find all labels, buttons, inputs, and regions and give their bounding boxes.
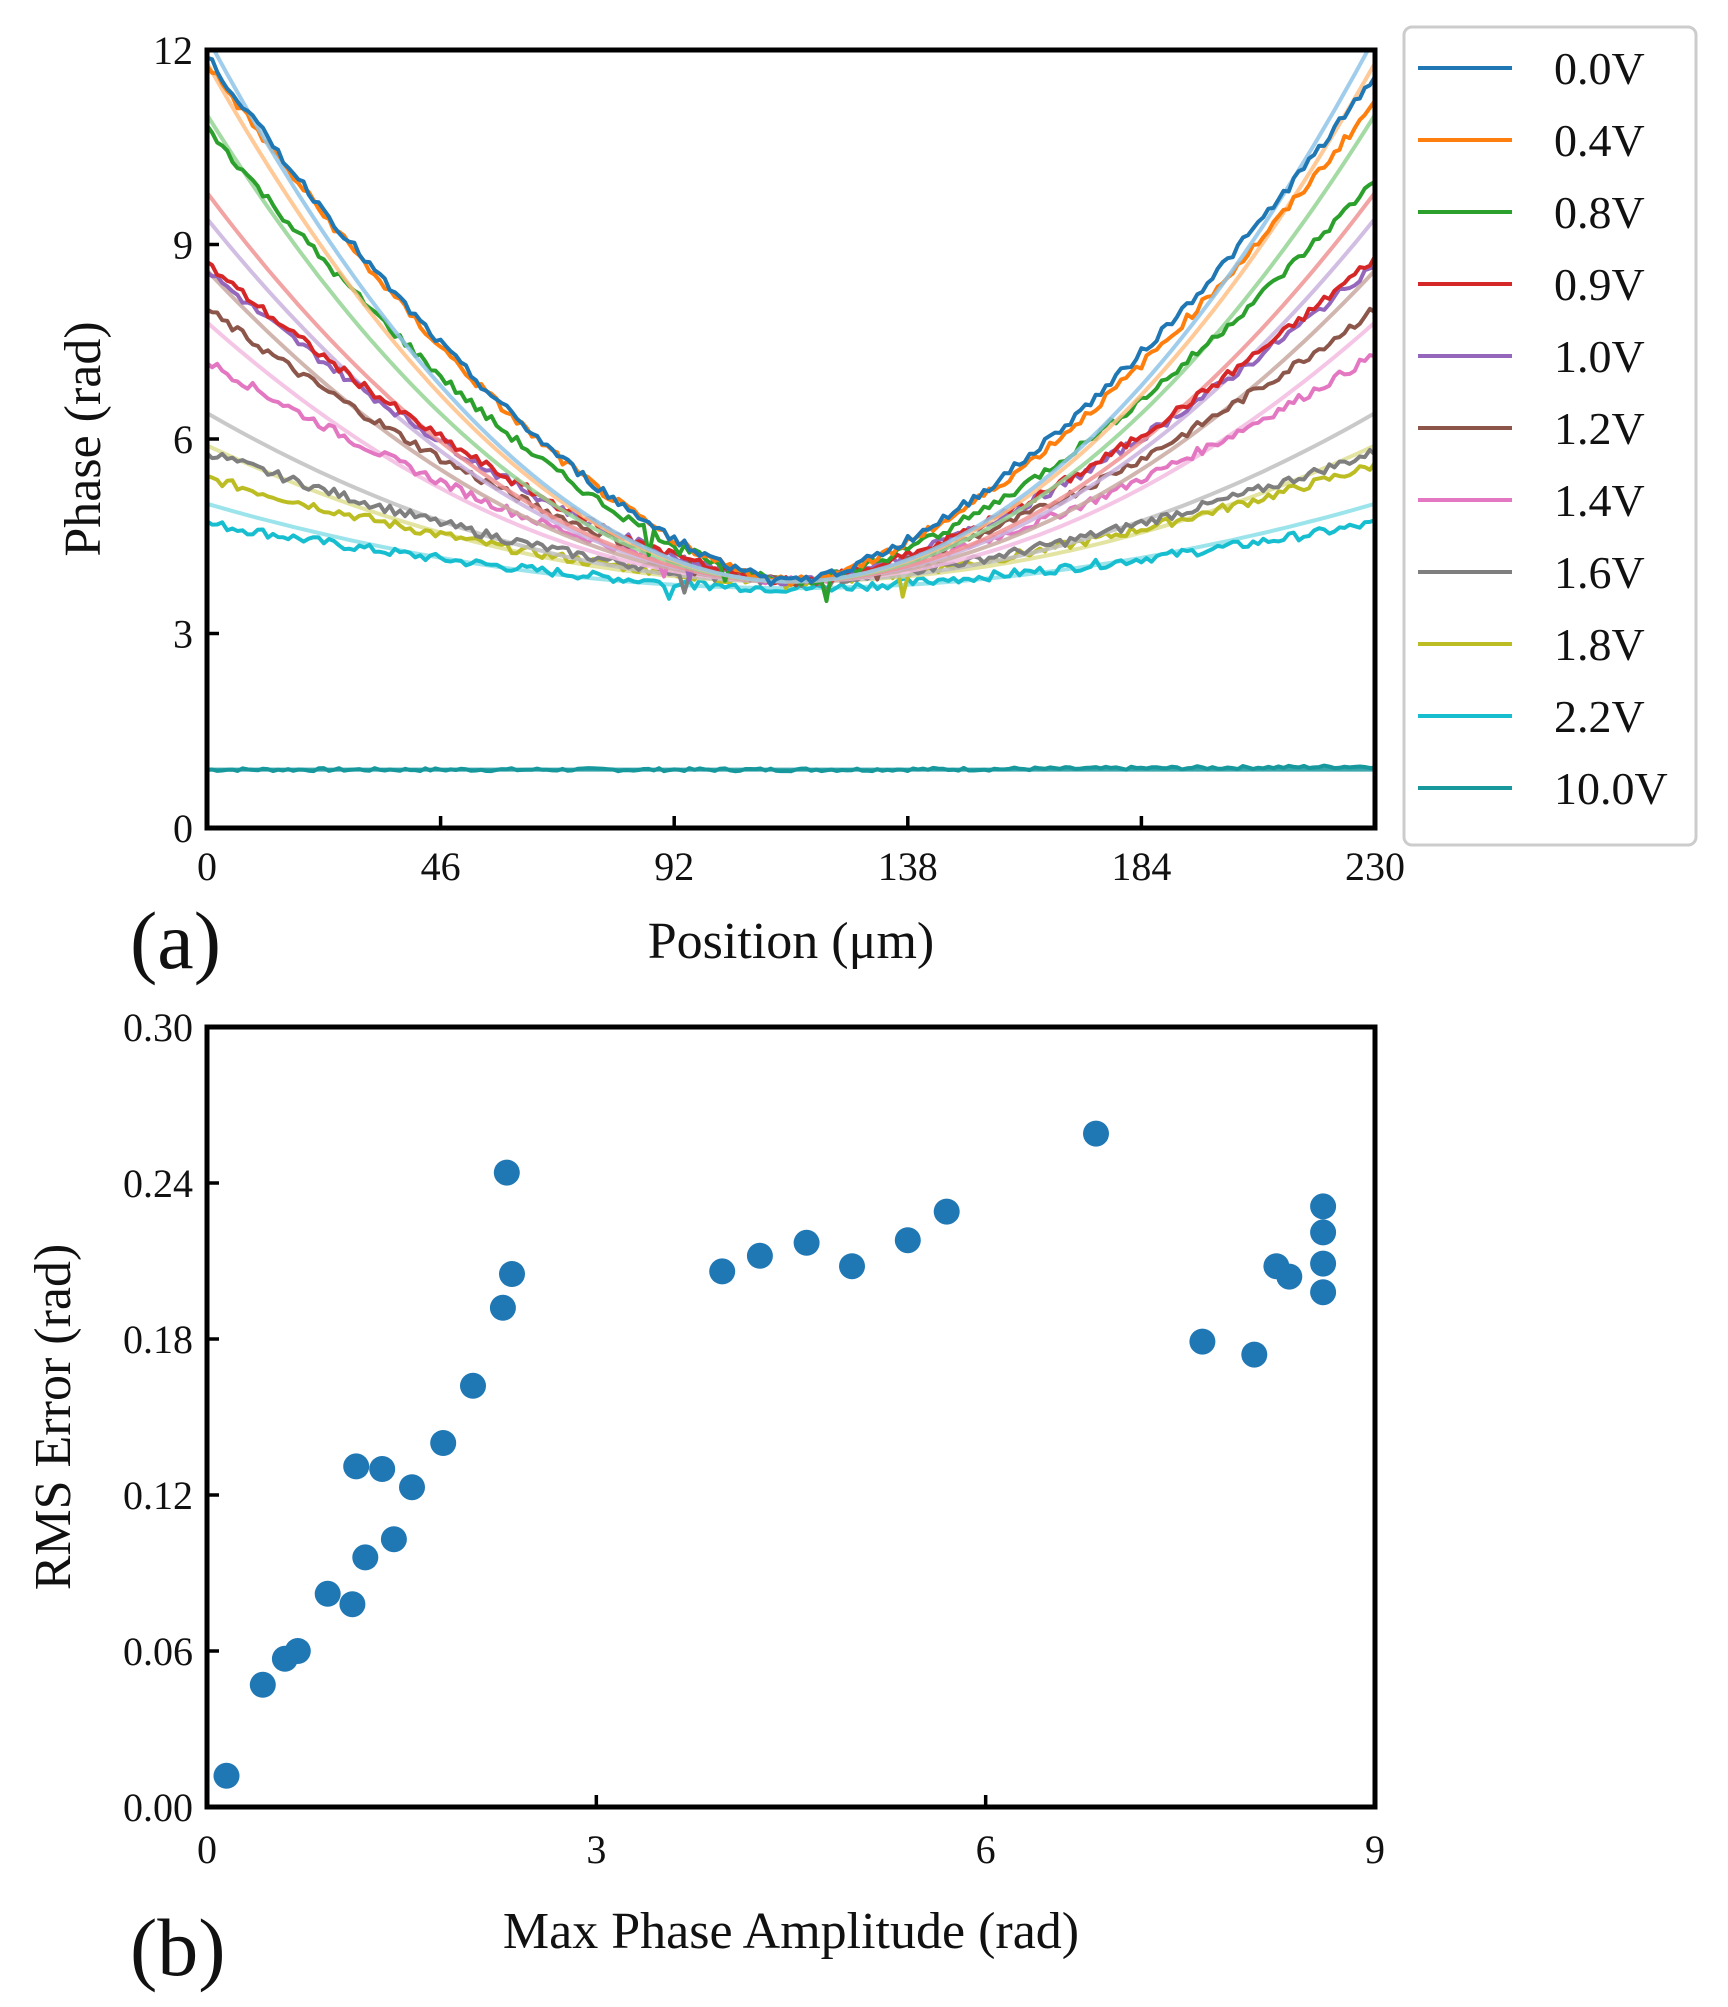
scatter-point <box>213 1762 240 1789</box>
panel-a-label: (a) <box>130 895 221 986</box>
scatter-point <box>249 1671 276 1698</box>
scatter-point <box>1310 1279 1337 1306</box>
legend-label: 1.6V <box>1554 547 1645 598</box>
plot-a-frame <box>204 47 1378 831</box>
scatter-point <box>380 1526 407 1553</box>
legend-label: 0.8V <box>1554 187 1645 238</box>
plot-b-x-axis-title: Max Phase Amplitude (rad) <box>503 1903 1079 1960</box>
legend-items: 0.0V 0.4V 0.8V 0.9V 1.0V 1.2V 1.4V 1.6V 1.8V 2.2V… <box>1418 43 1668 814</box>
scatter-point <box>352 1544 379 1571</box>
legend-label: 10.0V <box>1554 763 1668 814</box>
scatter-point <box>369 1456 396 1482</box>
plot-a-y-tick-label: 3 <box>173 612 193 657</box>
scatter-point <box>499 1261 525 1287</box>
legend-label: 1.8V <box>1554 619 1645 670</box>
plot-a-x-tick-label: 0 <box>197 844 217 889</box>
plot-b-y-tick-label: 0.24 <box>123 1161 193 1206</box>
plot-a-x-axis-title: Position (μm) <box>648 913 934 970</box>
scatter-point <box>1310 1219 1337 1246</box>
scatter-point <box>1310 1193 1337 1220</box>
scatter-point <box>746 1242 773 1269</box>
plot-b-y-tick-label: 0.00 <box>123 1785 193 1830</box>
scatter-point <box>493 1159 520 1186</box>
plot-b-y-tick-label: 0.06 <box>123 1629 193 1674</box>
plot-a-x-tick-label: 92 <box>654 844 694 889</box>
plot-b-y-axis-title: RMS Error (rad) <box>25 1244 82 1591</box>
legend-label: 0.9V <box>1554 259 1645 310</box>
legend-label: 1.0V <box>1554 331 1645 382</box>
scatter-point <box>314 1580 341 1607</box>
plot-a-x-tick-label: 184 <box>1111 844 1171 889</box>
scatter-point <box>1310 1250 1337 1277</box>
plot-a-x-tick-label: 46 <box>421 844 461 889</box>
plot-b-y-tick-label: 0.30 <box>123 1005 193 1050</box>
plot-b-x-tick-label: 9 <box>1365 1827 1385 1872</box>
scatter-point <box>933 1198 960 1225</box>
fit-line-0.0V <box>211 50 1371 584</box>
scatter-point <box>284 1638 311 1664</box>
scatter-point <box>460 1372 486 1399</box>
legend-label: 0.4V <box>1554 115 1645 166</box>
legend-label: 2.2V <box>1554 691 1645 742</box>
plot-a-x-tick-label: 138 <box>878 844 938 889</box>
legend-label: 0.0V <box>1554 43 1645 94</box>
rms-error-scatter-chart: 0 3 6 9 0.00 0.06 0.12 0.18 0.24 0.30 RMS Error (… <box>25 1005 1385 1993</box>
scatter-point <box>1276 1263 1303 1290</box>
plot-a-y-tick-label: 6 <box>173 417 193 462</box>
plot-b-y-tick-label: 0.12 <box>123 1473 193 1518</box>
legend: 0.0V 0.4V 0.8V 0.9V 1.0V 1.2V 1.4V 1.6V 1.8V 2.2V… <box>1402 25 1698 847</box>
plot-a-y-tick-label: 9 <box>173 223 193 268</box>
series-line-0.8V <box>207 124 1375 603</box>
scatter-point <box>709 1258 736 1285</box>
plot-a-ticks: 0 46 92 138 184 230 0 3 6 9 12 <box>153 28 1405 889</box>
plot-b-x-tick-label: 0 <box>197 1827 217 1872</box>
scatter-point <box>489 1294 516 1321</box>
plot-a-x-tick-label: 230 <box>1345 844 1405 889</box>
scatter-point <box>399 1474 425 1501</box>
plot-a-y-tick-label: 0 <box>173 806 193 851</box>
series-line-2.2V <box>207 518 1375 601</box>
scatter-point <box>1189 1328 1216 1355</box>
series-line-0.0V <box>207 55 1375 587</box>
legend-label: 1.4V <box>1554 475 1645 526</box>
plot-b-x-tick-label: 3 <box>586 1827 606 1872</box>
scatter-point <box>1083 1120 1109 1147</box>
phase-series-group <box>207 50 1375 774</box>
plot-b-x-tick-label: 6 <box>976 1827 996 1872</box>
legend-label: 1.2V <box>1554 403 1645 454</box>
plot-b-frame <box>204 1024 1378 1810</box>
plot-b-y-tick-label: 0.18 <box>123 1317 193 1362</box>
scatter-point <box>1241 1341 1268 1368</box>
scatter-point <box>343 1453 370 1480</box>
series-line-10.0V <box>207 763 1375 774</box>
scatter-point <box>793 1229 820 1256</box>
panel-b-label: (b) <box>130 1902 226 1993</box>
scatter-points <box>213 1120 1337 1789</box>
legend-box <box>1402 25 1698 847</box>
scatter-point <box>839 1253 865 1280</box>
plot-a-y-axis-title: Phase (rad) <box>55 321 112 556</box>
plot-b-ticks: 0 3 6 9 0.00 0.06 0.12 0.18 0.24 0.30 <box>123 1005 1385 1872</box>
scatter-point <box>339 1591 366 1618</box>
plot-a-y-tick-label: 12 <box>153 28 193 73</box>
scatter-point <box>894 1227 921 1254</box>
phase-profile-chart: 0 46 92 138 184 230 0 3 6 9 12 Phase (rad) Positio… <box>55 25 1698 986</box>
scatter-point <box>430 1430 457 1456</box>
